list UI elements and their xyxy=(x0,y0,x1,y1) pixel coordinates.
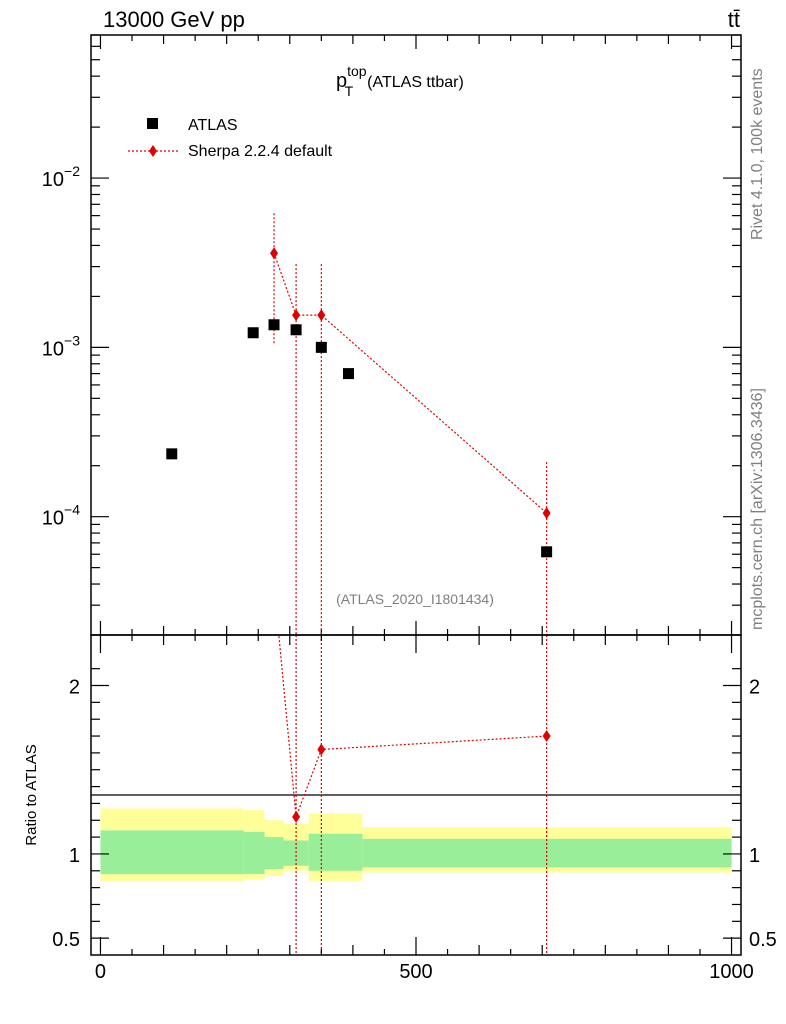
ratio-sherpa-point xyxy=(292,810,301,823)
y-tick-label: 10−3 xyxy=(42,332,80,360)
sherpa-point xyxy=(270,247,279,260)
main-axis-ticks xyxy=(91,34,741,636)
ratio-axis-ticks xyxy=(91,635,741,955)
ratio-y-tick-label-right: 2 xyxy=(749,677,760,699)
ratio-band-green xyxy=(308,833,363,871)
ratio-y-tick-label-right: 0.5 xyxy=(749,929,777,951)
ratio-band-green xyxy=(264,837,284,870)
rivet-version-label: Rivet 4.1.0, 100k events xyxy=(749,68,766,240)
collision-label: 13000 GeV pp xyxy=(103,7,245,32)
legend-atlas-marker xyxy=(147,118,158,129)
source-label: mcplots.cern.ch [arXiv:1306.3436] xyxy=(749,388,766,630)
main-plot-panel: 10−2 10−3 10−4 ptop T (ATLAS ttbar) ATLAS Sh… xyxy=(42,34,742,636)
ratio-y-tick-label-left: 2 xyxy=(69,677,80,699)
atlas-point xyxy=(342,368,354,380)
x-tick-label: 500 xyxy=(399,961,432,983)
sherpa-point xyxy=(317,309,326,322)
plot-title: ptop T (ATLAS ttbar) xyxy=(336,63,464,99)
y-tick-label: 10−2 xyxy=(42,163,80,191)
ratio-y-axis-label: Ratio to ATLAS xyxy=(23,744,40,845)
analysis-label: (ATLAS_2020_I1801434) xyxy=(336,591,494,607)
x-tick-label: 1000 xyxy=(709,961,754,983)
legend: ATLAS Sherpa 2.2.4 default xyxy=(128,117,333,160)
atlas-point xyxy=(290,324,302,336)
sherpa-point xyxy=(292,309,301,322)
ratio-band-green xyxy=(100,830,244,875)
ratio-plot-panel: 2 2 1 1 0.5 0.5 0 500 1000 Ratio to ATLAS xyxy=(23,634,777,983)
atlas-point xyxy=(268,319,280,331)
sherpa-line xyxy=(273,252,548,514)
ratio-x-tick-labels: 0 500 1000 xyxy=(95,961,754,983)
process-label: tt̄ xyxy=(728,7,740,32)
ratio-y-tick-labels: 2 2 1 1 0.5 0.5 xyxy=(52,677,777,952)
ratio-y-tick-label-left: 0.5 xyxy=(52,929,80,951)
legend-sherpa-label: Sherpa 2.2.4 default xyxy=(188,143,333,160)
ratio-y-tick-label-right: 1 xyxy=(749,845,760,867)
x-tick-label: 0 xyxy=(95,961,106,983)
ratio-uncertainty-bands xyxy=(100,808,732,881)
ratio-sherpa-series xyxy=(278,635,551,955)
main-y-tick-labels: 10−2 10−3 10−4 xyxy=(42,163,80,530)
ratio-y-tick-label-left: 1 xyxy=(69,845,80,867)
ratio-sherpa-point xyxy=(542,730,551,743)
atlas-point xyxy=(315,341,327,353)
ratio-band-green xyxy=(243,832,265,875)
legend-atlas-label: ATLAS xyxy=(188,117,238,134)
ratio-sherpa-line xyxy=(278,635,547,818)
sherpa-point xyxy=(542,507,551,520)
atlas-point xyxy=(541,546,553,558)
atlas-series xyxy=(166,319,553,558)
atlas-point xyxy=(247,327,259,339)
atlas-point xyxy=(166,448,178,460)
ratio-series-group xyxy=(278,635,551,955)
legend-sherpa-marker xyxy=(149,145,157,157)
y-tick-label: 10−4 xyxy=(42,502,80,530)
ratio-sherpa-point xyxy=(317,743,326,756)
sherpa-series xyxy=(270,213,551,635)
